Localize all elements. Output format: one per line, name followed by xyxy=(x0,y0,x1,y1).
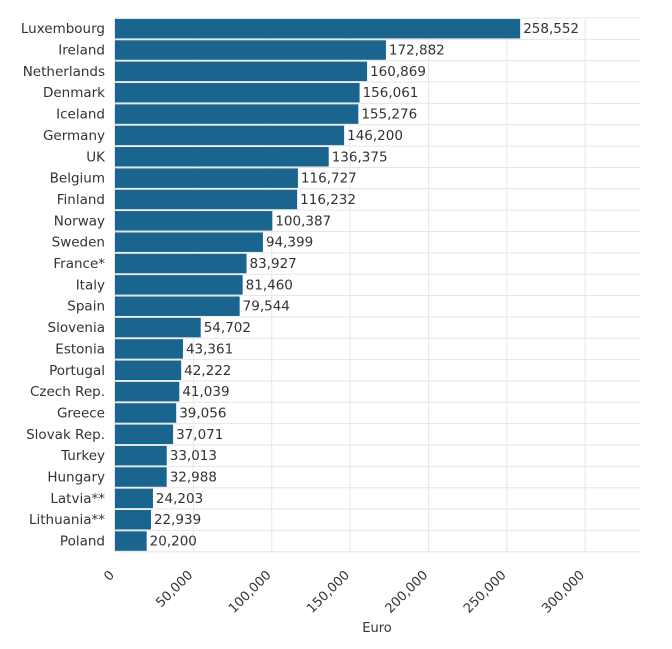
bar xyxy=(115,424,174,445)
category-label: Slovenia xyxy=(48,320,105,336)
bar xyxy=(115,168,298,188)
value-label: 41,039 xyxy=(182,384,229,400)
value-label: 258,552 xyxy=(523,21,579,37)
value-label: 83,927 xyxy=(250,256,297,272)
bar xyxy=(115,232,263,252)
category-label: Hungary xyxy=(47,470,105,486)
bar xyxy=(115,317,201,338)
value-label: 81,460 xyxy=(246,277,293,293)
value-label: 79,544 xyxy=(243,299,290,315)
category-label: Slovak Rep. xyxy=(26,427,105,443)
value-labels: 258,552 172,882 160,869 156,061 155,276 146,2… xyxy=(150,21,579,549)
bars xyxy=(115,18,521,551)
x-tick-label: 150,000 xyxy=(304,568,353,617)
category-label: Denmark xyxy=(43,85,105,101)
category-label: France* xyxy=(53,256,105,272)
value-label: 172,882 xyxy=(389,43,445,59)
value-label: 136,375 xyxy=(332,149,388,165)
value-label: 160,869 xyxy=(370,64,426,80)
bar xyxy=(115,253,247,274)
category-label: Luxembourg xyxy=(21,21,105,37)
value-label: 100,387 xyxy=(275,213,331,229)
bar xyxy=(115,189,298,210)
category-label: Spain xyxy=(67,299,105,315)
bar xyxy=(115,61,368,82)
bar xyxy=(115,531,147,551)
bar xyxy=(115,18,521,39)
bar xyxy=(115,275,243,295)
bar xyxy=(115,296,240,316)
category-label: Sweden xyxy=(52,235,105,251)
gridlines xyxy=(114,17,640,553)
value-label: 39,056 xyxy=(179,405,226,421)
value-label: 116,727 xyxy=(301,171,357,187)
value-label: 116,232 xyxy=(300,192,356,208)
value-label: 32,988 xyxy=(170,470,217,486)
bar xyxy=(115,339,183,359)
category-label: Italy xyxy=(76,277,105,293)
category-label: Belgium xyxy=(50,171,105,187)
value-label: 24,203 xyxy=(156,491,203,507)
value-label: 94,399 xyxy=(266,235,313,251)
x-tick-label: 200,000 xyxy=(383,568,432,617)
bar xyxy=(115,40,386,60)
category-label: Iceland xyxy=(56,107,105,123)
value-label: 54,702 xyxy=(204,320,251,336)
bar xyxy=(115,104,359,124)
category-label: Germany xyxy=(43,128,105,144)
x-tick-label: 0 xyxy=(101,568,117,584)
bar xyxy=(115,360,182,381)
bar xyxy=(115,467,167,487)
value-label: 156,061 xyxy=(363,85,419,101)
value-label: 33,013 xyxy=(170,448,217,464)
bar xyxy=(115,125,345,146)
bar xyxy=(115,488,153,509)
bar xyxy=(115,381,180,402)
category-label: UK xyxy=(86,149,106,165)
category-label: Lithuania** xyxy=(29,512,105,528)
bar xyxy=(115,82,360,103)
value-label: 37,071 xyxy=(176,427,223,443)
x-axis-title: Euro xyxy=(362,621,392,636)
category-label: Portugal xyxy=(49,363,105,379)
x-tick-label: 50,000 xyxy=(153,568,196,611)
category-label: Latvia** xyxy=(50,491,105,507)
category-labels: Luxembourg Ireland Netherlands Denmark Icela… xyxy=(21,21,106,549)
category-label: Ireland xyxy=(58,43,105,59)
bar xyxy=(115,147,329,167)
category-label: Estonia xyxy=(55,341,105,357)
bar xyxy=(115,403,177,423)
value-label: 42,222 xyxy=(184,363,231,379)
value-label: 43,361 xyxy=(186,341,233,357)
x-tick-label: 100,000 xyxy=(226,568,275,617)
bar xyxy=(115,211,273,231)
x-tick-label: 300,000 xyxy=(539,568,588,617)
x-axis-ticks: 0 50,000 100,000 150,000 200,000 250,000 300,0… xyxy=(101,568,588,617)
category-label: Finland xyxy=(57,192,105,208)
bar xyxy=(115,509,151,530)
category-label: Poland xyxy=(60,534,105,550)
category-label: Greece xyxy=(57,405,105,421)
value-label: 155,276 xyxy=(361,107,417,123)
category-label: Norway xyxy=(54,213,105,229)
value-label: 22,939 xyxy=(154,512,201,528)
category-label: Netherlands xyxy=(23,64,105,80)
value-label: 146,200 xyxy=(347,128,403,144)
value-label: 20,200 xyxy=(150,534,197,550)
bar xyxy=(115,445,167,466)
category-label: Turkey xyxy=(60,448,105,464)
x-tick-label: 250,000 xyxy=(461,568,510,617)
category-label: Czech Rep. xyxy=(30,384,105,400)
